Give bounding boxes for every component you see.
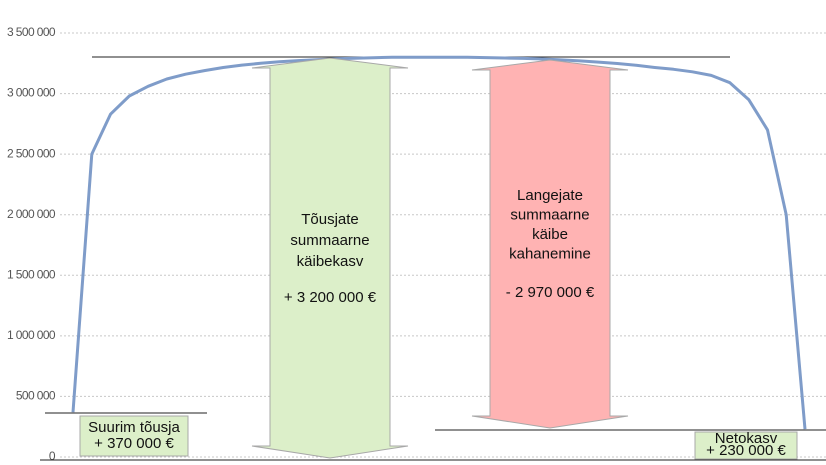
y-tick-label: 1 000 000 [7, 328, 56, 342]
increase-arrow [251, 57, 409, 459]
annotation-line: käibekasv [297, 253, 364, 270]
annotation-amount: + 230 000 € [706, 442, 786, 459]
y-tick-label: 2 000 000 [7, 207, 56, 221]
annotations: Tõusjate summaarne käibekasv + 3 200 000 € L… [88, 187, 786, 459]
grid: 0 500 000 1 000 000 1 500 000 2 000 000 2 500… [7, 25, 826, 463]
annotation-line: kahanemine [509, 245, 591, 262]
annotation-line: Netokasv [715, 430, 778, 447]
annotation-amount: - 2 970 000 € [506, 284, 595, 301]
y-tick-label: 500 000 [16, 389, 56, 403]
curve-group [71, 55, 807, 430]
y-tick-label: 3 500 000 [7, 25, 56, 39]
annotation-amount: + 370 000 € [94, 435, 174, 452]
annotation-line: käibe [532, 226, 568, 243]
largest-box [79, 415, 189, 457]
annotation-line: summaarne [510, 206, 589, 223]
annotation-line: summaarne [290, 232, 369, 249]
y-tick-label: 0 [49, 449, 56, 463]
curve [71, 55, 807, 430]
annotation-line: Tõusjate [301, 211, 359, 228]
y-tick-label: 1 500 000 [7, 267, 56, 281]
annotation-line: Langejate [517, 187, 583, 204]
annotation-amount: + 3 200 000 € [284, 289, 377, 306]
y-tick-label: 3 000 000 [7, 86, 56, 100]
y-tick-label: 2 500 000 [7, 146, 56, 160]
net-box [694, 431, 798, 460]
decrease-arrow [471, 59, 629, 429]
annotation-line: Suurim tõusja [88, 419, 180, 436]
